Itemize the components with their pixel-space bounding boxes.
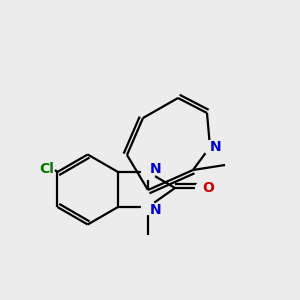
Text: N: N [210,140,222,154]
Text: N: N [150,203,161,217]
Text: Cl: Cl [39,162,54,176]
Text: N: N [150,162,161,176]
Text: O: O [203,181,214,195]
